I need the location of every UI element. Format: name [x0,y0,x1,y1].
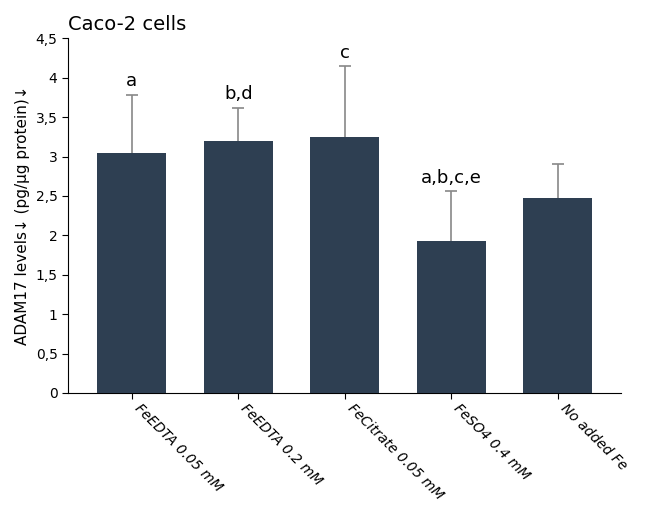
Bar [98,153,166,393]
Text: b,d: b,d [224,85,253,103]
Bar [310,137,380,393]
Y-axis label: ADAM17 levels↓ (pg/µg protein)↓: ADAM17 levels↓ (pg/µg protein)↓ [15,86,30,345]
Text: c: c [340,44,350,62]
Bar [203,141,273,393]
Text: a,b,c,e: a,b,c,e [421,169,482,187]
Bar [523,199,592,393]
Bar [417,241,486,393]
Text: a: a [126,72,137,90]
Text: Caco-2 cells: Caco-2 cells [68,15,186,34]
